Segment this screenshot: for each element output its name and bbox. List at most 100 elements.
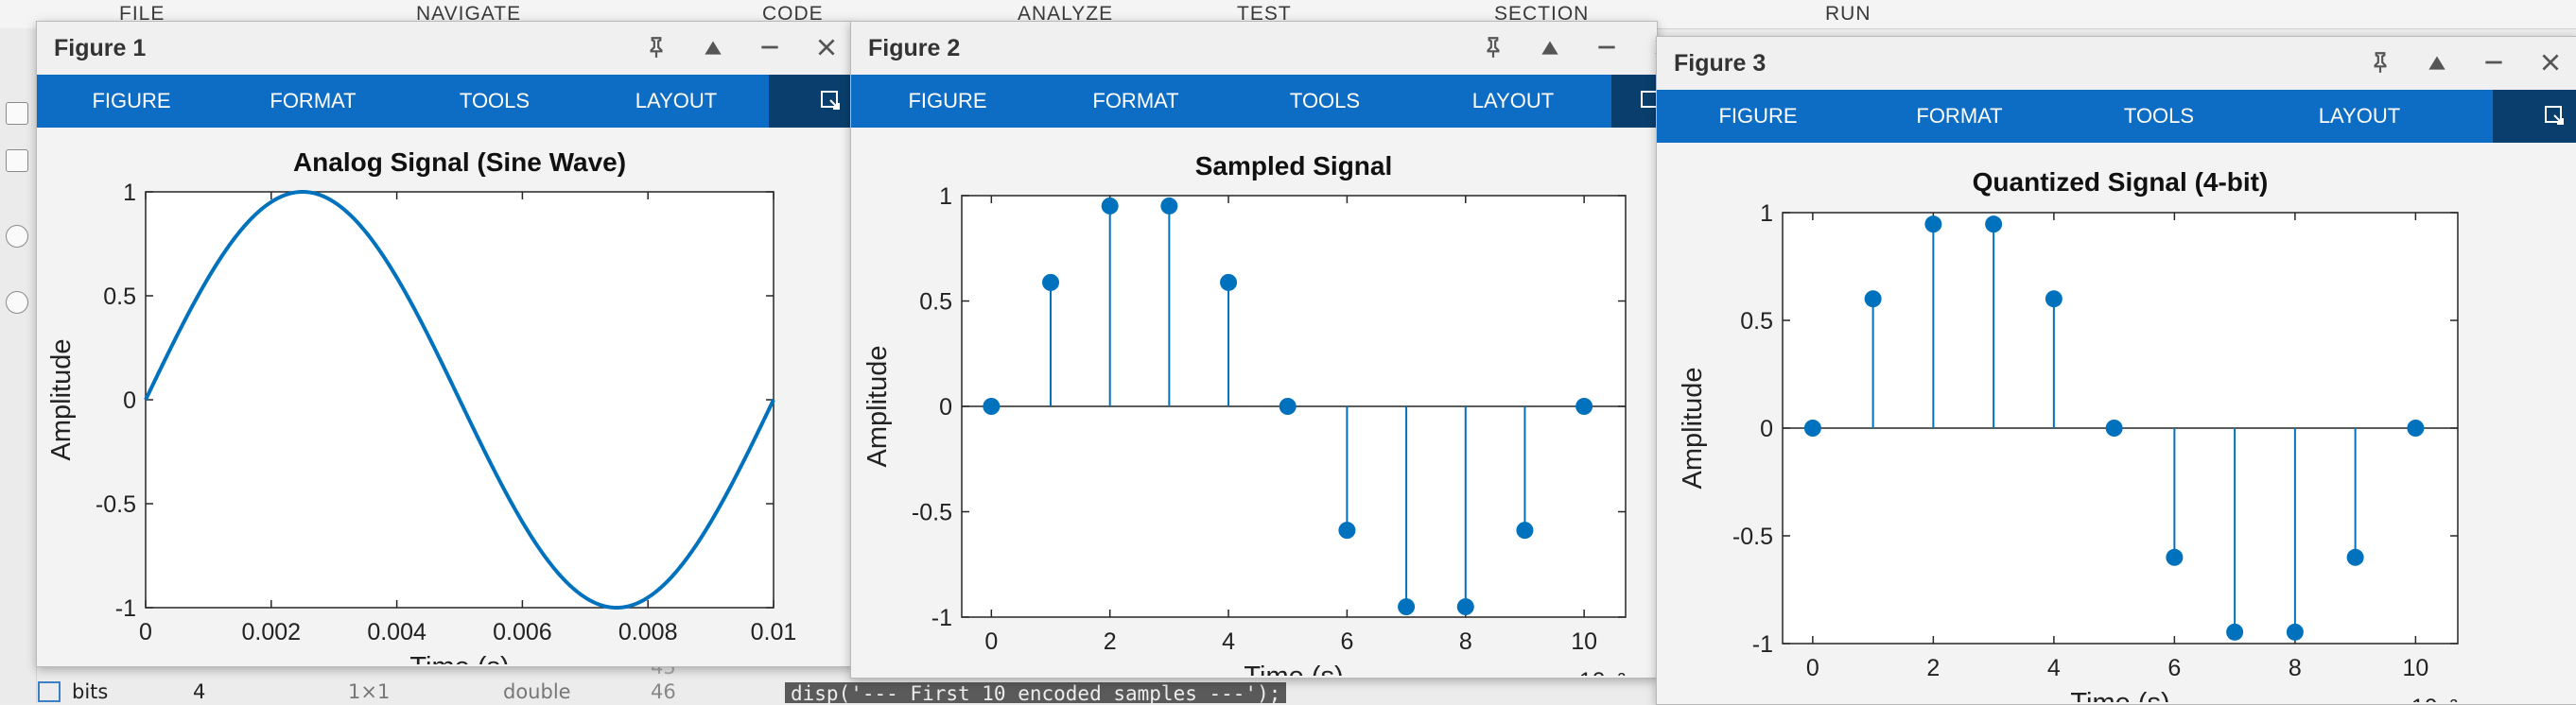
x-tick-label: 10 [1571,628,1597,655]
x-tick-label: 4 [1222,628,1235,655]
undock-icon [821,91,840,110]
x-axis-label: Time (s) [2070,688,2169,702]
y-tick-label: 0.5 [919,289,952,316]
toolstrip-tab-run[interactable]: RUN [1825,3,1871,25]
plot-area: 0 2 4 6 8 10 -1 -0.5 0 0.5 1 Sampled Signal Time (s)… [851,128,1657,678]
minimize-icon[interactable] [2481,50,2506,75]
tab-format[interactable]: FORMAT [1092,89,1179,112]
x-tick-label: 2 [1926,655,1940,681]
tab-tools[interactable]: TOOLS [1289,89,1361,112]
y-tick-label: 0 [123,387,136,414]
y-tick-label: 1 [1760,200,1773,227]
pin-icon[interactable] [2368,50,2393,75]
y-tick-label: 1 [123,180,136,206]
stem-marker [1516,522,1534,540]
tab-figure[interactable]: FIGURE [92,89,171,112]
pin-icon[interactable] [644,35,669,60]
tab-tools[interactable]: TOOLS [459,89,531,112]
x-tick-label: 0.006 [493,619,552,645]
y-tick-label: -1 [115,595,136,622]
variable-name: bits [72,680,109,703]
figure-titlebar[interactable]: Figure 1 [37,22,852,75]
line-number: 46 [651,680,676,703]
y-tick-label: -0.5 [96,491,136,518]
stem-marker [1864,290,1882,308]
stem-marker [1456,598,1474,616]
figure-toolstrip: FIGURE FORMAT TOOLS LAYOUT [37,75,852,128]
tab-format[interactable]: FORMAT [270,89,357,112]
toolstrip-tab-file[interactable]: FILE [119,3,165,25]
x-tick-label: 0.01 [751,619,797,645]
tab-figure[interactable]: FIGURE [1718,104,1798,128]
stem-marker [983,398,1001,415]
close-icon[interactable] [2538,50,2563,75]
x-tick-label: 6 [1340,628,1353,655]
x-tick-label: 0.004 [367,619,426,645]
x-axis-label: Time (s) [1244,662,1343,676]
x-tick-label: 8 [2289,655,2302,681]
x-tick-label: 0 [139,619,152,645]
minimize-icon[interactable] [757,35,782,60]
y-tick-label: -1 [931,605,952,631]
stem-marker [1985,215,2003,233]
minimize-icon[interactable] [1594,35,1619,60]
x-exponent-label: ×10⁻³ [1565,668,1626,676]
command-line-text: disp('--- First 10 encoded samples ---')… [785,682,1287,705]
tab-figure[interactable]: FIGURE [908,89,987,112]
maximize-icon[interactable] [701,35,725,60]
tab-tools[interactable]: TOOLS [2123,104,2195,128]
y-tick-label: 0 [939,394,952,421]
chart-title: Quantized Signal (4-bit) [1973,167,2269,197]
toolstrip-tab-navigate[interactable]: NAVIGATE [416,3,522,25]
stem-marker [1575,398,1593,415]
toolstrip-tab-code[interactable]: CODE [762,3,824,25]
y-tick-label: 1 [939,183,952,210]
y-tick-label: 0.5 [1740,308,1773,335]
tab-format[interactable]: FORMAT [1916,104,2003,128]
comment-icon[interactable] [6,102,28,125]
variable-value: 4 [193,680,206,703]
toolstrip-tab-section[interactable]: SECTION [1494,3,1590,25]
pin-icon[interactable] [1481,35,1506,60]
figure-toolstrip: FIGURE FORMAT TOOLS LAYOUT [1657,90,2576,143]
toolstrip-tab-test[interactable]: TEST [1237,3,1292,25]
undock-button[interactable] [769,75,852,128]
plot-area: 0 0.002 0.004 0.006 0.008 0.01 -1 -0.5 0 0.5 1 Anal… [37,128,852,666]
y-tick-label: -1 [1752,631,1773,658]
toolstrip-tab-analyze[interactable]: ANALYZE [1018,3,1114,25]
sine-plot: 0 0.002 0.004 0.006 0.008 0.01 -1 -0.5 0 0.5 1 Anal… [46,147,797,664]
figure-toolstrip: FIGURE FORMAT TOOLS LAYOUT [851,75,1658,128]
undock-button[interactable] [2493,90,2576,143]
x-tick-label: 0.008 [618,619,678,645]
clock-icon[interactable] [6,291,28,314]
figure-window-3[interactable]: Figure 3 FIGURE FORMAT TOOLS LAYOUT 0 2 4 6… [1656,36,2576,705]
x-tick-label: 2 [1104,628,1117,655]
indent-icon[interactable] [6,149,28,172]
plot-area: 0 2 4 6 8 10 -1 -0.5 0 0.5 1 Quantized Signal (4-bi… [1657,143,2576,704]
stem-marker [1160,197,1178,215]
tab-layout[interactable]: LAYOUT [1471,89,1555,112]
stem-marker [1220,273,1238,291]
workspace-variable-row[interactable]: bits 4 1×1 double 46 [36,679,764,703]
close-icon[interactable] [814,35,839,60]
figure-title: Figure 1 [54,35,147,61]
sampled-stem-plot: 0 2 4 6 8 10 -1 -0.5 0 0.5 1 Sampled Signal Time (s)… [862,151,1627,676]
figure-titlebar[interactable]: Figure 2 [851,22,1672,75]
undock-button[interactable] [1611,75,1658,128]
stem-marker [1924,215,1942,233]
y-tick-label: -0.5 [1732,524,1773,550]
x-tick-label: 0 [984,628,998,655]
figure-window-1[interactable]: Figure 1 FIGURE FORMAT TOOLS LAYOUT 0 0.0… [36,21,853,667]
y-axis-label: Amplitude [1678,368,1708,490]
x-exponent-label: ×10⁻³ [2397,695,2458,702]
variable-class: double [503,680,571,703]
tab-layout[interactable]: LAYOUT [2318,104,2401,128]
chart-title: Sampled Signal [1195,151,1393,181]
figure-window-2[interactable]: Figure 2 FIGURE FORMAT TOOLS LAYOUT 0 2 4 6… [850,21,1672,679]
maximize-icon[interactable] [1538,35,1562,60]
maximize-icon[interactable] [2425,50,2449,75]
figure-titlebar[interactable]: Figure 3 [1657,37,2576,90]
tab-layout[interactable]: LAYOUT [635,89,718,112]
x-tick-label: 10 [2402,655,2428,681]
breakpoint-icon[interactable] [6,225,28,248]
